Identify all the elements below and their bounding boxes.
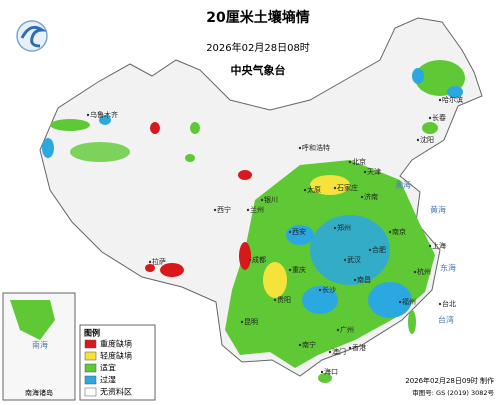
approval-number: 审图号: GS (2019) 3082号 — [412, 388, 494, 397]
legend-box — [79, 324, 156, 401]
legend-swatch — [84, 351, 97, 361]
city-label: 武汉 — [347, 255, 361, 264]
legend-title: 图例 — [84, 328, 100, 338]
city-dot — [428, 244, 432, 248]
city-label: 香港 — [352, 343, 366, 352]
city-label: 杭州 — [417, 267, 431, 276]
city-label: 合肥 — [372, 245, 386, 254]
city-label: 南宁 — [302, 340, 316, 349]
city-label: 海口 — [324, 367, 338, 376]
city-dot — [328, 350, 332, 354]
legend-label: 适宜 — [100, 363, 116, 373]
city-label: 呼和浩特 — [302, 143, 330, 152]
moisture-areas — [42, 60, 465, 383]
city-label: 哈尔滨 — [442, 95, 463, 104]
city-dot — [246, 208, 250, 212]
city-dot — [388, 230, 392, 234]
inset-sea: 南海 — [32, 340, 48, 350]
city-label: 澳门 — [332, 347, 346, 356]
city-label: 西宁 — [217, 205, 231, 214]
city-label: 济南 — [364, 192, 378, 201]
city-label: 西安 — [292, 227, 306, 236]
city-dot — [318, 288, 322, 292]
city-label: 长沙 — [322, 285, 336, 294]
city-label: 贵阳 — [277, 295, 291, 304]
logo — [16, 20, 48, 52]
legend-label: 轻度缺墒 — [100, 351, 132, 361]
city-label: 北京 — [352, 157, 366, 166]
city-label: 成都 — [252, 255, 266, 264]
city-label: 广州 — [340, 325, 354, 334]
city-dot — [240, 320, 244, 324]
sea-label: 东海 — [440, 263, 456, 273]
city-dot — [213, 208, 217, 212]
inset-label: 南海诸岛 — [25, 388, 53, 397]
city-label: 石家庄 — [337, 183, 358, 192]
city-label: 郑州 — [337, 224, 351, 232]
city-label: 南昌 — [357, 275, 371, 284]
city-dot — [298, 146, 302, 150]
inset-land — [10, 300, 55, 340]
city-label: 福州 — [402, 297, 416, 306]
city-dot — [260, 198, 264, 202]
city-label: 拉萨 — [152, 257, 166, 266]
city-dot — [248, 258, 252, 262]
city-dot — [353, 278, 357, 282]
city-dot — [368, 248, 372, 252]
city-dot — [416, 138, 420, 142]
city-dot — [360, 195, 364, 199]
city-dot — [348, 346, 352, 350]
city-dot — [343, 258, 347, 262]
city-dot — [288, 230, 292, 234]
city-label: 沈阳 — [420, 135, 434, 144]
city-dot — [333, 186, 337, 190]
city-dot — [438, 98, 442, 102]
legend-label: 重度缺墒 — [100, 339, 132, 349]
city-dot — [428, 116, 432, 120]
sea-label: 黄海 — [430, 205, 446, 215]
city-dot — [298, 343, 302, 347]
city-dot — [148, 260, 152, 264]
made-time: 2026年02月28日09时 制作 — [405, 376, 494, 385]
issue-time: 2026年02月28日08时 — [206, 41, 310, 54]
city-label: 长春 — [432, 113, 446, 122]
city-dot — [273, 298, 277, 302]
city-dot — [336, 328, 340, 332]
city-label: 上海 — [432, 241, 446, 250]
sea-label: 台湾 — [438, 315, 454, 325]
city-dot — [438, 302, 442, 306]
city-label: 昆明 — [244, 318, 258, 326]
legend-swatch — [84, 339, 97, 349]
city-dot — [333, 226, 337, 230]
city-dot — [86, 113, 90, 117]
city-label: 太原 — [307, 185, 321, 194]
city-label: 兰州 — [250, 205, 264, 214]
city-label: 天津 — [367, 168, 381, 176]
city-dot — [363, 170, 367, 174]
city-label: 乌鲁木齐 — [90, 110, 118, 119]
city-label: 台北 — [442, 299, 456, 308]
city-label: 重庆 — [292, 265, 306, 274]
agency: 中央气象台 — [231, 63, 286, 77]
city-dot — [320, 370, 324, 374]
city-label: 南京 — [392, 227, 406, 236]
title: 20厘米土壤墒情 — [206, 9, 309, 26]
sea-label: 渤海 — [395, 180, 411, 190]
legend-label: 无资料区 — [100, 387, 132, 397]
city-dot — [288, 268, 292, 272]
legend-label: 过湿 — [100, 375, 116, 385]
city-dot — [398, 300, 402, 304]
legend-swatch — [84, 363, 97, 373]
city-dot — [303, 188, 307, 192]
city-label: 银川 — [264, 195, 278, 204]
legend-swatch — [84, 375, 97, 385]
city-dot — [348, 160, 352, 164]
legend-swatch — [84, 387, 97, 397]
city-dot — [413, 270, 417, 274]
